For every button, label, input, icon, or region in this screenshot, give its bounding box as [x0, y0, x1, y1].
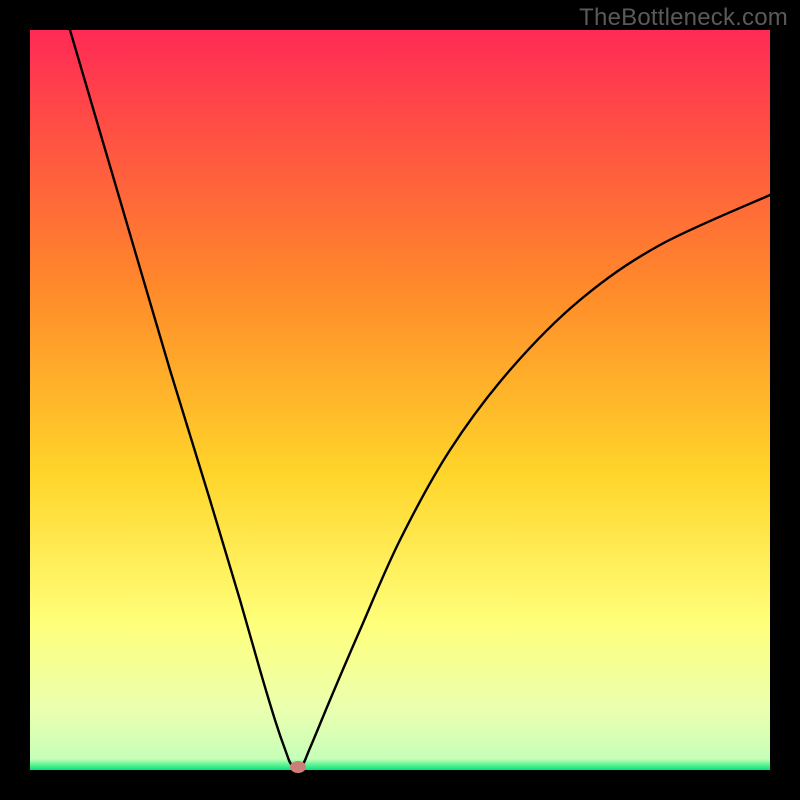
optimal-marker [290, 761, 306, 773]
chart-svg [0, 0, 800, 800]
plot-area [30, 30, 770, 770]
watermark-label: TheBottleneck.com [579, 4, 788, 32]
bottleneck-chart: TheBottleneck.com [0, 0, 800, 800]
